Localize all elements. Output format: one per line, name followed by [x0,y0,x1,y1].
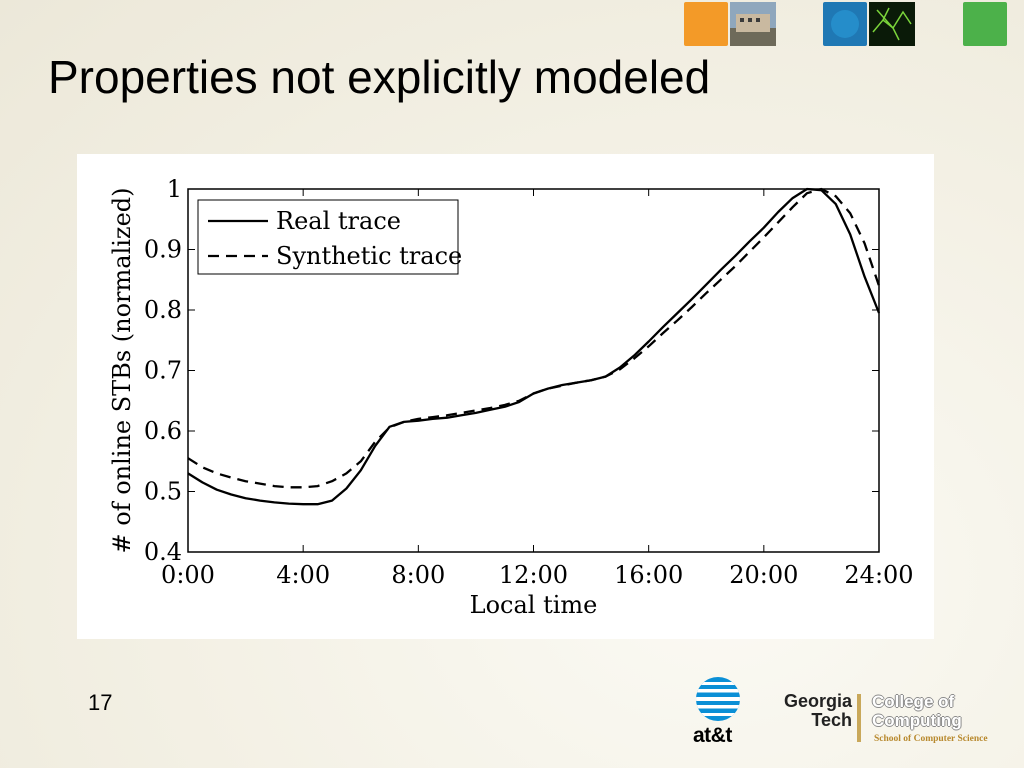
college-wordmark: College of Computing [872,692,962,730]
y-tick-label: 0.6 [144,417,182,445]
chart-panel: 0:00 4:00 8:00 12:00 16:00 20:00 24:00 0.4 0.5 0.… [77,154,934,639]
orange-image-thumbnail [684,2,728,46]
georgia-tech-logo: Georgia Tech College of Computing School… [762,692,1012,752]
x-tick-label: 24:00 [844,561,913,589]
green-square-icon [963,2,1007,46]
school-label: School of Computer Science [874,734,988,744]
georgia-label: Georgia [783,691,852,711]
y-tick-label: 0.4 [144,538,182,566]
building-photo-icon [730,2,776,46]
x-tick-label: 12:00 [499,561,568,589]
blue-square-icon [823,2,867,46]
legend-label-synthetic-trace: Synthetic trace [276,242,462,270]
att-globe-icon [696,677,740,721]
y-tick-label: 0.7 [144,357,182,385]
x-tick-label: 4:00 [276,561,330,589]
y-tick-label: 0.9 [144,236,182,264]
line-chart: 0:00 4:00 8:00 12:00 16:00 20:00 24:00 0.4 0.5 0.… [108,175,914,619]
y-axis-label: # of online STBs (normalized) [108,187,136,553]
y-tick-label: 0.8 [144,296,182,324]
tech-label: Tech [811,710,852,730]
att-logo-text: at&t [693,724,732,747]
x-tick-label: 0:00 [161,561,215,589]
legend-label-real-trace: Real trace [276,207,401,235]
college-of-label: College of [872,692,955,711]
logo-divider [857,694,861,742]
x-tick-label: 8:00 [391,561,445,589]
georgia-tech-wordmark: Georgia Tech [762,692,852,730]
page-number: 17 [88,690,113,715]
y-tick-label: 0.5 [144,478,182,506]
green-image-thumbnail [963,2,1007,46]
x-tick-label: 20:00 [729,561,798,589]
x-tick-label: 16:00 [614,561,683,589]
orange-square-icon [684,2,728,46]
series-line-synthetic-trace [187,187,881,489]
legend-box [197,199,459,275]
slide-title: Properties not explicitly modeled [48,51,711,103]
blue-image-thumbnail [823,2,867,46]
y-tick-label: 1 [167,175,182,203]
network-graph-icon [869,2,915,46]
computing-label: Computing [872,711,962,730]
x-axis-label: Local time [470,591,598,619]
network-graph-thumbnail [869,2,915,46]
campus-building-thumbnail [730,2,776,46]
